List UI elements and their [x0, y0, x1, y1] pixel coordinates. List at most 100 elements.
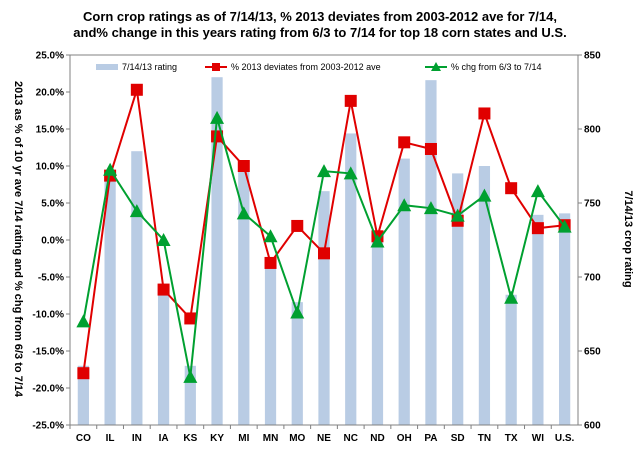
x-tick-label: CO: [76, 433, 91, 444]
legend-label: % 2013 deviates from 2003-2012 ave: [231, 62, 381, 72]
bar: [505, 294, 517, 425]
series-marker-square: [130, 83, 143, 96]
x-tick-label: MI: [238, 433, 249, 444]
y-left-tick-label: 20.0%: [36, 88, 64, 99]
series-marker-triangle: [290, 305, 305, 319]
y-left-tick-label: 10.0%: [36, 162, 64, 173]
bar: [157, 284, 170, 425]
x-tick-label: U.S.: [555, 433, 575, 444]
chart-title-line2: and% change in this years rating from 6/…: [73, 25, 566, 40]
legend-swatch-bar: [96, 64, 118, 70]
x-tick-label: KY: [210, 433, 224, 444]
series-marker-square: [424, 142, 437, 155]
bar: [345, 133, 357, 425]
y-left-tick-label: -25.0%: [32, 421, 64, 432]
x-tick-label: PA: [424, 433, 437, 444]
x-tick-label: TN: [478, 433, 491, 444]
bar-series: [77, 77, 571, 425]
y-right-tick-label: 650: [584, 347, 601, 358]
legend-marker-triangle: [431, 62, 441, 71]
bar: [371, 235, 384, 425]
x-tick-label: WI: [532, 433, 544, 444]
bar: [238, 161, 250, 425]
bar: [318, 191, 330, 425]
y-right-tick-label: 600: [584, 421, 601, 432]
series-marker-triangle: [370, 234, 385, 248]
y-right-tick-label: 700: [584, 273, 601, 284]
x-tick-label: MN: [263, 433, 279, 444]
y-left-tick-label: 5.0%: [41, 199, 64, 210]
x-tick-label: IL: [106, 433, 115, 444]
x-tick-label: OH: [397, 433, 412, 444]
x-tick-label: IA: [159, 433, 169, 444]
series-marker-square: [344, 94, 357, 107]
series-marker-square: [505, 182, 518, 195]
legend-marker-square: [212, 63, 220, 71]
series-marker-square: [531, 222, 544, 235]
x-tick-label: SD: [451, 433, 465, 444]
bar: [184, 365, 196, 425]
x-tick-label: MO: [289, 433, 305, 444]
bar: [77, 365, 89, 425]
y-right-tick-label: 850: [584, 51, 601, 62]
y-right-tick-label: 750: [584, 199, 601, 210]
series-marker-triangle: [504, 290, 519, 304]
bar: [398, 158, 410, 425]
bar: [452, 173, 464, 425]
bar: [478, 166, 491, 425]
bar: [559, 213, 571, 425]
bar: [104, 180, 116, 425]
y-left-tick-label: -15.0%: [32, 347, 64, 358]
y-right-tick-label: 800: [584, 125, 601, 136]
axes: -25.0% -20.0% -15.0% -10.0% -5.0% 0.0% 5.0% 10.…: [32, 51, 601, 445]
x-tick-label: ND: [370, 433, 384, 444]
y-left-tick-label: -20.0%: [32, 384, 64, 395]
bar: [291, 302, 303, 425]
y-left-tick-label: -5.0%: [38, 273, 64, 284]
x-tick-label: TX: [505, 433, 518, 444]
series-marker-triangle: [423, 201, 438, 215]
y-left-tick-label: -10.0%: [32, 310, 64, 321]
y-left-tick-label: 15.0%: [36, 125, 64, 136]
line-series: [76, 83, 572, 383]
series-marker-triangle: [317, 164, 331, 178]
x-tick-label: NE: [317, 433, 331, 444]
series-marker-triangle: [76, 314, 91, 328]
bar: [532, 214, 544, 425]
series-marker-square: [157, 283, 170, 296]
series-marker-square: [398, 136, 411, 149]
series-marker-square: [291, 219, 304, 232]
legend-label: % chg from 6/3 to 7/14: [451, 62, 542, 72]
y-axis-right-label: 7/14/13 crop rating: [622, 190, 634, 287]
series-marker-triangle: [183, 369, 198, 383]
y-left-tick-label: 0.0%: [41, 236, 64, 247]
x-tick-label: IN: [132, 433, 142, 444]
series-marker-triangle: [156, 233, 171, 246]
bar: [425, 80, 437, 425]
bar: [264, 262, 277, 425]
legend: 7/14/13 rating % 2013 deviates from 2003-…: [96, 62, 542, 72]
series-marker-triangle: [530, 184, 545, 198]
series-marker-triangle: [210, 110, 225, 124]
series-marker-triangle: [450, 208, 465, 222]
series-marker-triangle: [129, 204, 144, 218]
series-marker-triangle: [343, 166, 358, 180]
series-marker-triangle: [263, 229, 278, 243]
x-tick-label: NC: [344, 433, 358, 444]
series-marker-triangle: [397, 198, 412, 212]
x-tick-label: KS: [183, 433, 197, 444]
chart-title-line1: Corn crop ratings as of 7/14/13, % 2013 …: [83, 9, 557, 24]
series-marker-square: [237, 160, 250, 172]
y-axis-left-label: 2013 as % of 10 yr ave 7/14 rating and %…: [12, 81, 24, 398]
legend-label: 7/14/13 rating: [122, 62, 177, 72]
series-marker-triangle: [103, 162, 118, 176]
series-marker-triangle: [477, 188, 492, 202]
bar: [211, 77, 223, 425]
series-marker-square: [318, 247, 330, 260]
series-marker-square: [77, 367, 90, 380]
series-marker-square: [184, 312, 197, 325]
series-marker-triangle: [236, 206, 251, 220]
series-marker-square: [478, 107, 491, 120]
bar: [131, 151, 143, 425]
